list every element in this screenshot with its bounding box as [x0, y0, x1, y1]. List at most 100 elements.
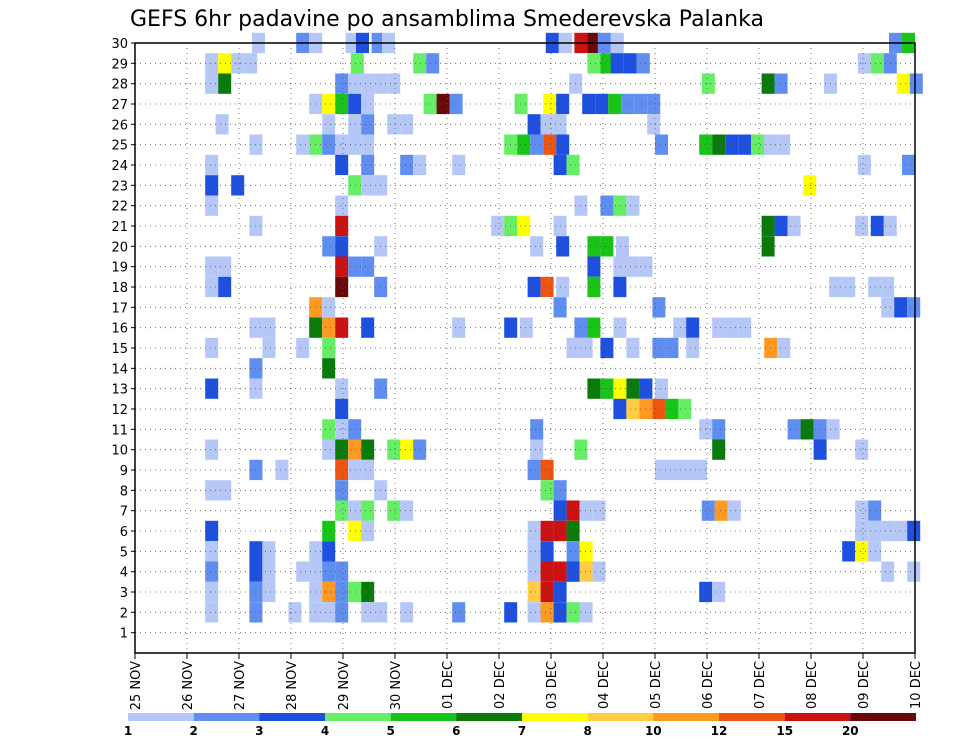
heatmap-cell [205, 175, 219, 196]
y-tick-label: 5 [120, 545, 128, 560]
x-tick-label: 26 NOV [181, 661, 196, 710]
heatmap-cell [540, 581, 554, 603]
heatmap-cell [712, 317, 726, 338]
heatmap-cell [681, 459, 694, 481]
x-tick-label: 29 NOV [337, 661, 352, 710]
heatmap-cell [361, 520, 375, 542]
heatmap-cell [868, 541, 882, 562]
x-tick-label: 10 DEC [909, 661, 924, 709]
heatmap-cell [530, 419, 544, 440]
heatmap-cell [686, 317, 700, 338]
heatmap-cell [400, 439, 414, 460]
heatmap-cell [868, 520, 882, 542]
heatmap-cell [322, 297, 336, 318]
heatmap-cell [673, 317, 687, 338]
heatmap-cell [592, 561, 606, 582]
heatmap-cell [361, 317, 375, 338]
heatmap-cell [335, 419, 349, 440]
heatmap-cell [348, 73, 362, 94]
heatmap-cell [296, 561, 310, 582]
x-tick-label: 03 DEC [545, 661, 560, 709]
y-tick-label: 1 [120, 627, 128, 642]
x-tick-label: 27 NOV [233, 661, 248, 710]
heatmap-cell [205, 256, 219, 277]
colorbar-swatch [128, 713, 194, 721]
heatmap-cell [600, 53, 614, 74]
heatmap-cell [413, 154, 427, 176]
heatmap-cell [400, 154, 414, 176]
colorbar-swatch [850, 713, 916, 721]
colorbar-label: 6 [452, 724, 460, 738]
heatmap-cell [803, 175, 817, 196]
heatmap-cell [322, 134, 336, 155]
heatmap-cell [636, 53, 650, 74]
heatmap-cell [387, 500, 401, 521]
heatmap-cell [205, 73, 219, 94]
heatmap-cell [205, 520, 219, 542]
y-tick-label: 14 [111, 362, 128, 377]
heatmap-cell [322, 93, 336, 115]
heatmap-cell [296, 134, 310, 155]
heatmap-cell [655, 459, 668, 481]
heatmap-cell [652, 297, 666, 318]
heatmap-cell [626, 195, 640, 216]
colorbar-swatch [719, 713, 785, 721]
heatmap-cell [881, 561, 895, 582]
y-tick-label: 7 [120, 505, 128, 520]
heatmap-cell [701, 500, 715, 521]
y-tick-label: 29 [111, 57, 128, 72]
heatmap-cell [587, 236, 601, 257]
heatmap-cell [712, 419, 726, 440]
heatmap-cell [348, 175, 362, 196]
heatmap-cell [592, 500, 606, 521]
x-tick-label: 04 DEC [597, 661, 612, 709]
heatmap-cell [621, 93, 635, 115]
heatmap-cell [335, 459, 349, 481]
heatmap-cell [727, 500, 741, 521]
heatmap-cell [761, 73, 775, 94]
heatmap-cell [613, 317, 627, 338]
heatmap-cell [566, 561, 580, 582]
heatmap-cell [322, 602, 336, 623]
heatmap-cell [350, 53, 364, 74]
heatmap-cell [855, 500, 869, 521]
heatmap-cell [540, 480, 554, 501]
chart-title: GEFS 6hr padavine po ansamblima Smederev… [130, 7, 764, 32]
heatmap-cell [600, 337, 614, 359]
y-tick-label: 21 [111, 220, 128, 235]
heatmap-cell [205, 561, 219, 582]
heatmap-cell [725, 317, 739, 338]
heatmap-cell [335, 276, 349, 298]
heatmap-cell [540, 276, 554, 298]
y-tick-label: 12 [111, 403, 128, 418]
heatmap-cell [335, 439, 349, 460]
heatmap-cell [870, 215, 884, 237]
heatmap-cell [787, 419, 801, 440]
colorbar-label: 20 [842, 724, 859, 738]
heatmap-cell [387, 114, 401, 135]
heatmap-cell [205, 439, 219, 460]
heatmap-cell [647, 114, 661, 135]
y-tick-label: 23 [111, 179, 128, 194]
heatmap-cell [527, 459, 541, 481]
heatmap-cell [413, 53, 427, 74]
heatmap-cell [855, 215, 869, 237]
colorbar-swatch [784, 713, 851, 721]
heatmap-cell [449, 93, 463, 115]
heatmap-cell [527, 541, 541, 562]
heatmap-cell [322, 520, 336, 542]
x-tick-label: 08 DEC [805, 661, 820, 709]
heatmap-cell [322, 561, 336, 582]
x-tick-label: 25 NOV [129, 661, 144, 710]
heatmap-cell [275, 459, 289, 481]
heatmap-cell [613, 276, 627, 298]
heatmap-cell [712, 581, 726, 603]
heatmap-cell [413, 439, 427, 460]
heatmap-cell [647, 93, 661, 115]
colorbar-swatch [259, 713, 325, 721]
heatmap-cell [530, 236, 544, 257]
heatmap-cell [652, 337, 666, 359]
heatmap-cell [335, 73, 349, 94]
colorbar-swatch [325, 713, 391, 721]
heatmap-cell [527, 602, 541, 623]
